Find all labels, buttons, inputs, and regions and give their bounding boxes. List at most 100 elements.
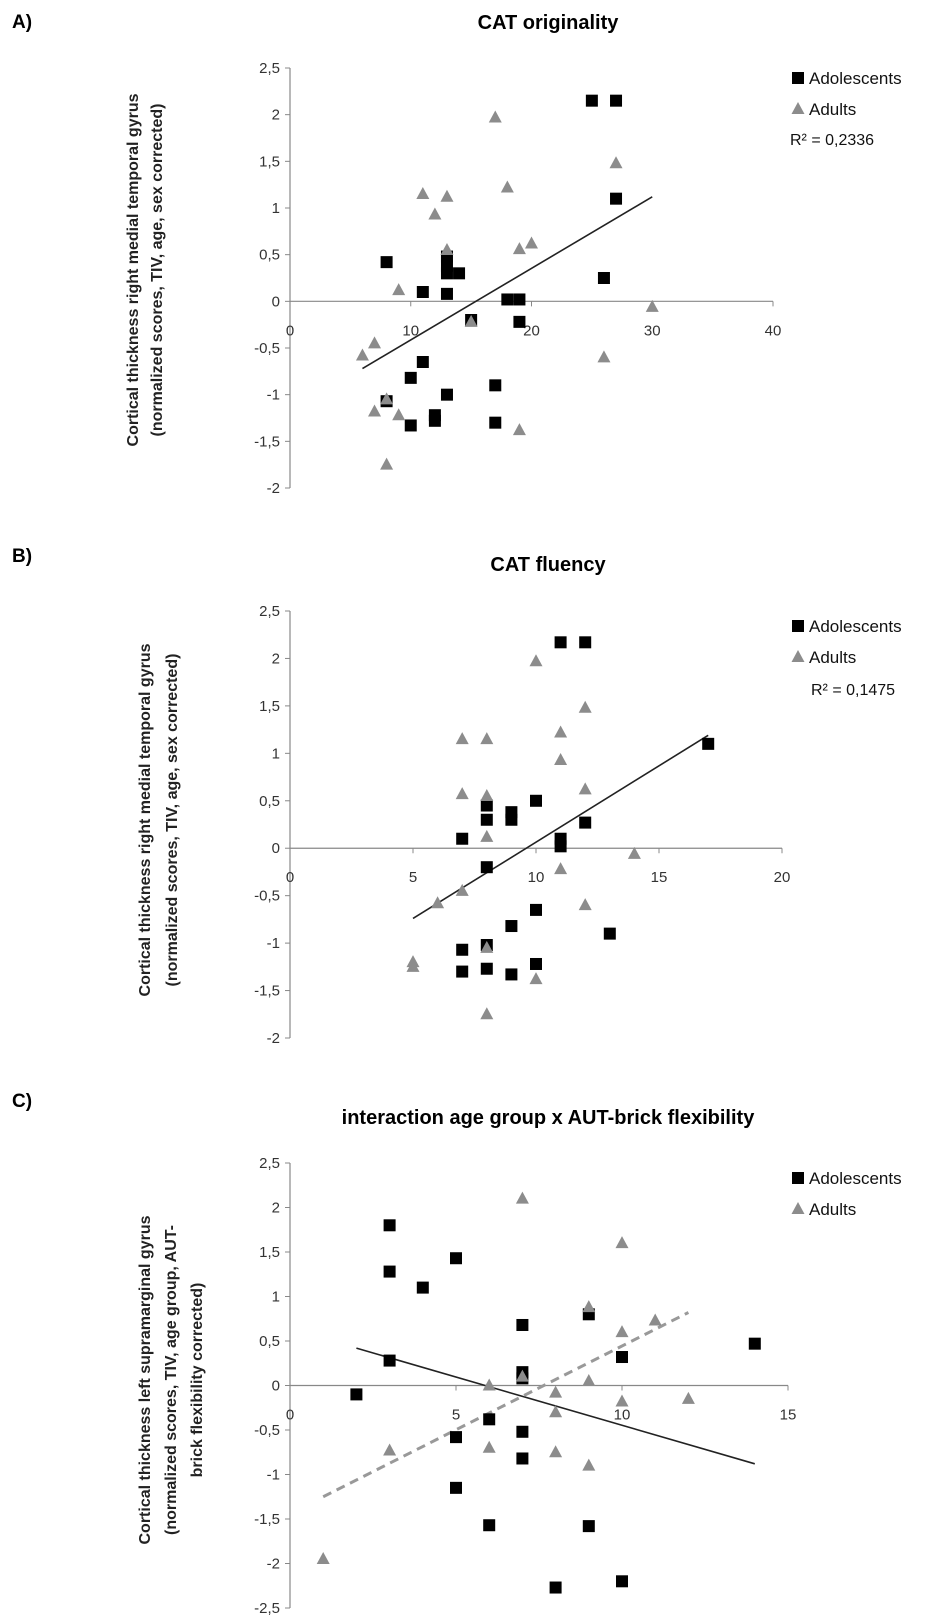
data-point-adolescent [416,286,429,298]
trend-line [362,196,653,370]
x-tick-label: 10 [528,869,545,886]
data-point-adolescent [702,737,715,750]
data-point-adult [428,207,442,220]
chart-title: interaction age group x AUT-brick flexib… [342,1107,756,1129]
legend-entry: Adults [791,648,856,667]
y-tick-label: 1 [272,745,280,762]
y-tick-label: 2,5 [259,603,280,620]
data-point-adult [615,1236,629,1249]
data-point-adult [645,299,659,312]
legend-triangle-icon [791,102,805,114]
data-point-adolescent [416,356,429,368]
data-point-adolescent [530,794,542,807]
data-point-adolescent [456,943,469,956]
data-point-adolescent [453,267,466,280]
data-point-adult [582,1374,596,1387]
y-tick-label: -2,5 [254,1600,280,1617]
data-point-adult [582,1300,596,1313]
x-tick-label: 0 [286,869,294,886]
legend-label: Adults [809,648,856,667]
panel-label: A) [12,12,32,33]
y-axis-label-line: Cortical thickness right medial temporal… [125,93,142,446]
data-point-adult [482,1440,496,1453]
y-tick-label: 0,5 [259,247,280,264]
data-point-adolescent [516,1318,529,1331]
x-tick-label: 40 [765,322,782,339]
data-point-adult [554,862,568,875]
data-point-adolescent [505,813,518,826]
data-point-adult [440,189,454,202]
data-point-adult [380,457,394,470]
y-tick-label: 2 [272,1200,280,1217]
legend-entry: Adults [791,1200,856,1219]
data-point-adult [392,283,406,296]
data-point-adolescent [456,965,469,978]
data-point-adult [392,408,406,421]
data-point-adolescent [383,1354,396,1367]
data-point-adolescent [616,1575,628,1588]
legend-label: Adolescents [809,617,902,636]
data-point-adult [480,1007,494,1020]
data-point-adolescent [597,272,610,284]
data-point-adult [615,1325,629,1338]
data-point-adult [380,392,394,405]
legend-square-icon [792,620,804,632]
data-point-adolescent [516,1452,529,1465]
x-tick-label: 20 [774,869,791,886]
r-squared-annotation: R² = 0,2336 [790,132,874,149]
data-point-adult [609,156,623,169]
data-point-adolescent [610,192,623,205]
legend-entry: Adults [791,100,856,119]
data-point-adult [515,1191,529,1204]
data-point-adult [549,1385,563,1398]
y-tick-label: 0,5 [259,793,280,810]
data-point-adolescent [383,1219,396,1232]
x-tick-label: 0 [286,1407,294,1424]
data-point-adolescent [554,636,567,649]
data-point-adult [512,423,526,436]
data-point-adolescent [585,94,598,107]
data-point-adolescent [450,1481,462,1494]
y-tick-label: 2,5 [259,60,280,77]
data-point-adolescent [505,968,518,981]
x-tick-label: 15 [651,869,668,886]
data-point-adult [440,243,454,255]
data-point-adult [549,1405,563,1418]
data-point-adolescent [428,414,441,427]
data-point-adult [578,898,592,911]
data-point-adult [406,959,420,972]
data-point-adolescent [483,1519,496,1532]
y-tick-label: -1,5 [254,983,280,1000]
data-point-adult [515,1369,529,1382]
data-point-adult [648,1313,662,1326]
data-point-adult [480,732,494,745]
legend-square-icon [792,1172,804,1184]
data-point-adult [480,829,494,842]
data-point-adolescent [489,416,502,429]
data-point-adolescent [513,293,526,306]
legend-entry: Adolescents [792,617,902,636]
data-point-adolescent [380,256,393,269]
data-point-adult [525,236,538,249]
legend-label: Adults [809,100,856,119]
x-tick-label: 10 [614,1407,631,1424]
y-tick-label: -1 [267,387,280,404]
chart-title: CAT fluency [490,554,606,576]
data-point-adult [355,348,369,361]
x-tick-label: 5 [452,1407,460,1424]
y-axis-label-line: Cortical thickness right medial temporal… [137,643,154,996]
y-axis-label-line: (normalized scores, TIV, age, sex correc… [149,104,166,437]
data-point-adult [681,1391,695,1404]
legend-entry: Adolescents [792,1169,902,1188]
panel-label: B) [12,546,32,567]
legend-label: Adolescents [809,1169,902,1188]
y-axis-label-line: brick flexibility corrected) [189,1283,206,1478]
legend-entry: Adolescents [792,69,902,88]
data-point-adolescent [582,1520,595,1533]
data-point-adult [627,846,641,859]
data-point-adult [480,940,494,953]
data-point-adult [455,787,469,800]
data-point-adolescent [549,1581,562,1594]
data-point-adolescent [748,1337,761,1350]
data-point-adolescent [616,1351,628,1364]
